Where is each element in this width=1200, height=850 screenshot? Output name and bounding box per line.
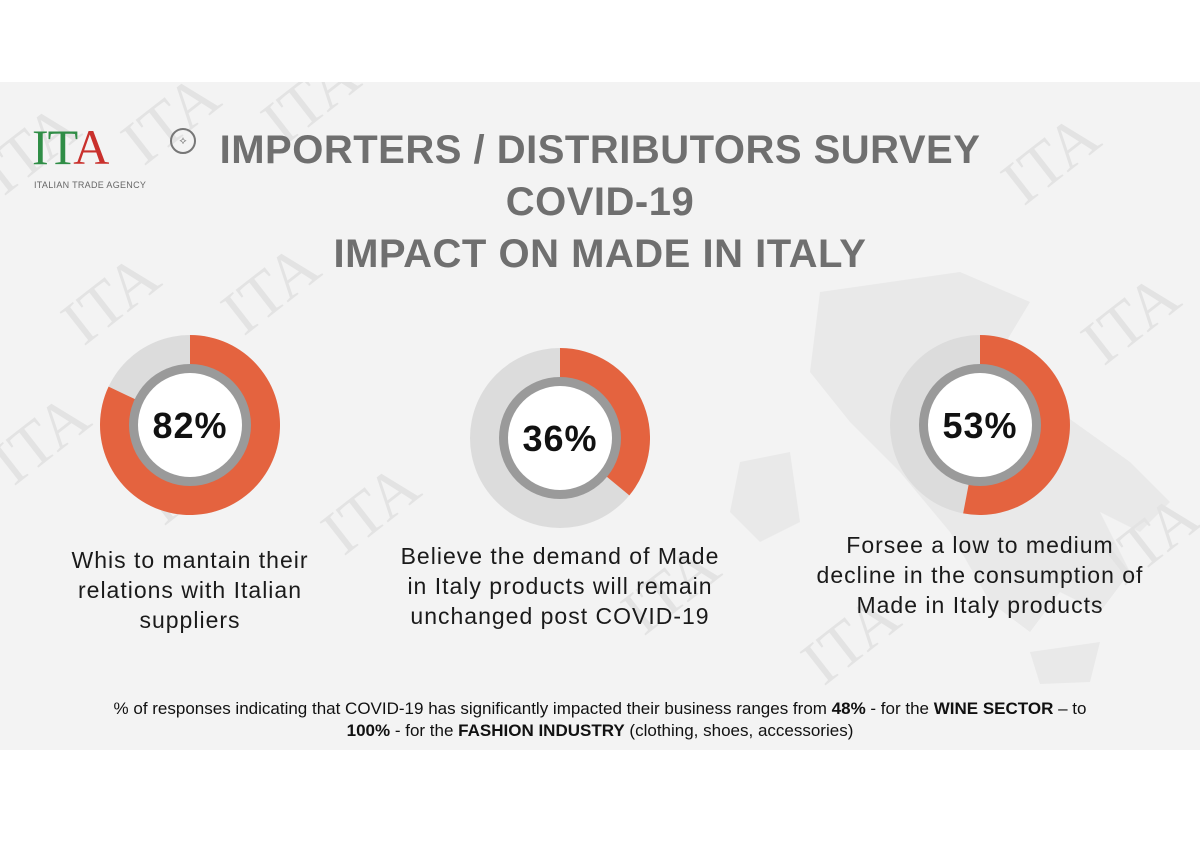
kpi-caption: Forsee a low to medium decline in the co… [780, 530, 1180, 620]
logo-subtitle: ITALIAN TRADE AGENCY [34, 180, 147, 190]
caption-line: Forsee a low to medium [846, 532, 1114, 558]
caption-line: relations with Italian [78, 577, 302, 603]
logo-emblem-icon: ⟡ [170, 128, 196, 154]
logo-letter-t: T [47, 119, 75, 175]
kpi-donut-3: 53% Forsee a low to medium decline in th… [780, 335, 1180, 620]
footnote: % of responses indicating that COVID-19 … [0, 698, 1200, 742]
donut-chart: 36% [470, 348, 650, 528]
donut-value-label: 82% [152, 405, 227, 446]
caption-line: Believe the demand of Made [400, 543, 720, 569]
logo-letters: ITA [32, 119, 109, 175]
title-line: COVID-19 [505, 180, 695, 224]
footnote-text: (clothing, shoes, accessories) [624, 721, 854, 740]
footnote-sector: WINE SECTOR [933, 699, 1054, 718]
kpi-donut-2: 36% Believe the demand of Made in Italy … [370, 348, 750, 631]
logo-letter-a: A [73, 119, 109, 175]
footnote-text: % of responses indicating that COVID-19 … [113, 699, 832, 718]
footnote-text: – to [1053, 699, 1087, 718]
caption-line: unchanged post COVID-19 [410, 603, 710, 629]
page-title: IMPORTERS / DISTRIBUTORS SURVEY COVID-19… [170, 124, 1030, 280]
caption-line: suppliers [139, 607, 241, 633]
caption-line: Whis to mantain their [71, 547, 309, 573]
donut-hole [138, 373, 242, 477]
title-line: IMPORTERS / DISTRIBUTORS SURVEY [219, 128, 981, 172]
donut-chart: 82% [100, 335, 280, 515]
footnote-text: - for the [390, 721, 459, 740]
footnote-line-2: 100% - for the FASHION INDUSTRY (clothin… [0, 720, 1200, 742]
donut-value-label: 53% [942, 405, 1017, 446]
footnote-sector: FASHION INDUSTRY [458, 721, 625, 740]
footnote-value: 100% [346, 721, 391, 740]
kpi-caption: Whis to mantain their relations with Ita… [40, 545, 340, 635]
caption-line: in Italy products will remain [407, 573, 713, 599]
title-line: IMPACT ON MADE IN ITALY [333, 232, 867, 276]
kpi-caption: Believe the demand of Made in Italy prod… [370, 541, 750, 631]
donut-hole [508, 386, 612, 490]
donut-hole [928, 373, 1032, 477]
footnote-text: - for the [865, 699, 934, 718]
kpi-donut-1: 82% Whis to mantain their relations with… [40, 335, 340, 635]
caption-line: Made in Italy products [856, 592, 1104, 618]
ita-logo: ITA ⟡ ITALIAN TRADE AGENCY [32, 119, 196, 202]
donut-value-label: 36% [522, 418, 597, 459]
footnote-line-1: % of responses indicating that COVID-19 … [0, 698, 1200, 720]
footnote-value: 48% [831, 699, 866, 718]
donut-chart: 53% [890, 335, 1070, 515]
caption-line: decline in the consumption of [816, 562, 1144, 588]
logo-letter-i: I [32, 119, 49, 175]
